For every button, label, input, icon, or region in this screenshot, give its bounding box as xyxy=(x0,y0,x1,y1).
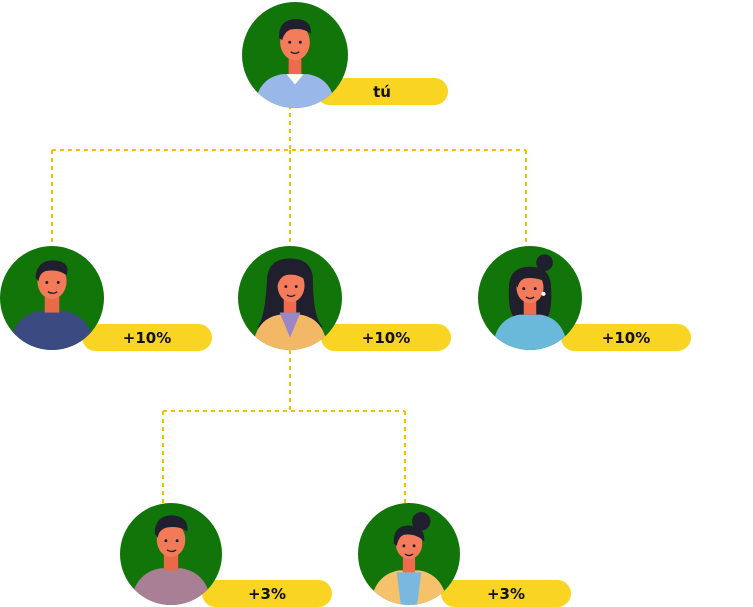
avatar-friend-center xyxy=(238,246,342,350)
avatar-second-right xyxy=(358,503,460,605)
badge-friend-right: +10% xyxy=(561,324,691,351)
note-second-right: Las compras de los amigos de segundo niv… xyxy=(473,529,638,563)
woman-bun-icon xyxy=(492,254,568,350)
man-mauve-sweater-icon xyxy=(130,515,212,605)
avatar-you xyxy=(242,2,348,108)
man-light-shirt-icon xyxy=(254,18,336,108)
note-you: Para activar el programa de socios, debe… xyxy=(360,24,541,58)
woman-scarf-icon xyxy=(252,258,328,350)
avatar-friend-right xyxy=(478,246,582,350)
avatar-friend-left xyxy=(0,246,104,350)
man-navy-sweater-icon xyxy=(8,260,96,350)
avatar-second-left xyxy=(120,503,222,605)
woman-top-bun-icon xyxy=(370,512,448,605)
badge-second-right: +3% xyxy=(441,580,571,607)
badge-friend-left: +10% xyxy=(82,324,212,351)
badge-friend-center: +10% xyxy=(321,324,451,351)
note-friend-right: Las compras de tus amigos te otorgan un … xyxy=(588,275,746,309)
badge-second-left: +3% xyxy=(202,580,332,607)
